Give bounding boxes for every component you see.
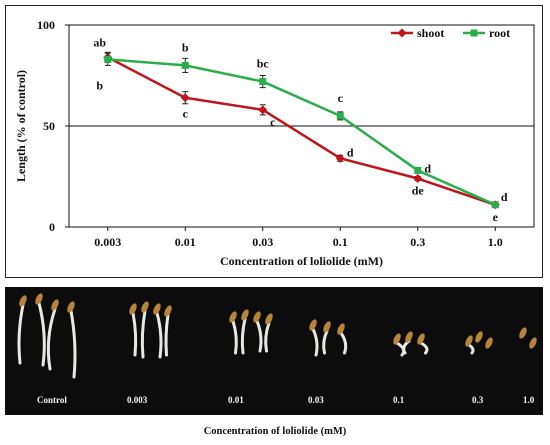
significance-label-root: bc [257, 57, 270, 71]
seedling-root [164, 313, 170, 357]
x-tick-label: 0.3 [410, 235, 425, 249]
seed-coat [164, 305, 172, 317]
significance-label-root: d [424, 161, 431, 175]
seed-coat [19, 295, 27, 307]
legend-label-shoot: shoot [417, 26, 444, 40]
legend-marker-root [470, 29, 478, 37]
point-shoot [258, 105, 268, 115]
seed-coat [153, 303, 161, 315]
seedling-root [240, 317, 247, 355]
seed-coat [405, 331, 413, 343]
seedling-illustration [17, 293, 537, 379]
point-root [104, 55, 112, 63]
seed-coat [241, 309, 249, 321]
x-tick-label: 0.1 [333, 235, 348, 249]
y-tick-label: 0 [49, 220, 55, 234]
seedling-root [69, 309, 77, 379]
seedling-root [467, 343, 475, 355]
significance-label-root: b [96, 78, 103, 92]
significance-label-root: c [338, 91, 344, 105]
legend-marker-shoot [397, 28, 407, 38]
seedling-root [140, 309, 147, 359]
significance-label-root: b [182, 40, 189, 54]
significance-label-shoot: d [347, 145, 354, 159]
x-tick-label: 0.003 [94, 235, 121, 249]
significance-label-shoot: de [412, 184, 425, 198]
point-shoot [413, 174, 423, 184]
significance-label-shoot: ab [93, 35, 106, 49]
seedling-root [322, 329, 329, 355]
seed-coat [309, 319, 317, 331]
line-chart: 0 50 100 0.003 0.01 0.03 0.1 0.3 1.0 Concentratio… [14, 18, 535, 268]
seed-coat [129, 303, 137, 315]
point-root [336, 112, 344, 120]
seedling-root [402, 339, 411, 355]
x-tick-label: 1.0 [488, 235, 503, 249]
seedling-root [419, 341, 429, 355]
seedling-root [131, 311, 138, 357]
photo-label-001: 0.01 [228, 395, 244, 405]
chart-panel: 0 50 100 0.003 0.01 0.03 0.1 0.3 1.0 Concentratio… [5, 5, 543, 278]
seedling-root [46, 307, 57, 371]
point-root [414, 166, 422, 174]
photo-label-10: 1.0 [523, 395, 535, 405]
point-shoot [335, 153, 345, 163]
point-root [181, 61, 189, 69]
seedling-root [255, 319, 263, 353]
photo-label-0003: 0.003 [127, 395, 148, 405]
seed-coat [67, 301, 75, 313]
seed-coat [253, 311, 261, 323]
seed-coat [35, 293, 43, 305]
y-axis-title: Length (% of control) [14, 70, 28, 182]
significance-label-root: d [501, 190, 508, 204]
y-tick-label: 50 [43, 119, 55, 133]
point-root [259, 78, 267, 86]
seed-coat [393, 333, 401, 345]
significance-label-shoot: e [493, 210, 499, 224]
seed-coat [265, 313, 273, 325]
legend-label-root: root [489, 26, 510, 40]
seedling-root [37, 301, 46, 367]
x-axis-title: Concentration of loliolide (mM) [220, 254, 383, 268]
photo-caption: Concentration of loliolide (mM) [203, 426, 347, 437]
seed-coat [475, 331, 483, 343]
seed-coat [417, 333, 425, 345]
x-tick-label: 0.03 [252, 235, 273, 249]
photo-label-03: 0.3 [472, 395, 484, 405]
seed-coat [529, 337, 537, 349]
series-line-shoot [107, 56, 496, 206]
seedling-root [264, 321, 271, 353]
seed-coat [323, 321, 331, 333]
point-shoot [180, 93, 190, 103]
photo-label-003: 0.03 [308, 395, 324, 405]
seedling-root [17, 303, 25, 365]
seed-coat [51, 299, 59, 311]
seedling-root [339, 331, 348, 355]
seed-coat [519, 327, 527, 339]
seed-coat [141, 301, 149, 313]
seed-coat [229, 311, 237, 323]
seedling-root [311, 327, 319, 357]
seed-coat [337, 323, 345, 335]
series-line-root [107, 58, 496, 206]
photo-label-01: 0.1 [393, 395, 405, 405]
seedling-photo: Control 0.003 0.01 0.03 0.1 0.3 1.0 [5, 287, 543, 415]
significance-label-shoot: c [270, 115, 276, 129]
significance-label-shoot: c [183, 107, 189, 121]
x-tick-label: 0.01 [175, 235, 196, 249]
seedling-root [231, 319, 238, 355]
y-tick-label: 100 [37, 18, 55, 32]
seed-coat [485, 337, 493, 349]
point-root [491, 201, 499, 209]
seedling-root [155, 311, 163, 359]
seed-coat [465, 335, 473, 347]
photo-label-control: Control [37, 395, 67, 405]
